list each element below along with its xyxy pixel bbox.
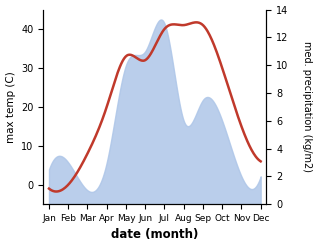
X-axis label: date (month): date (month) xyxy=(111,228,198,242)
Y-axis label: max temp (C): max temp (C) xyxy=(5,71,16,143)
Y-axis label: med. precipitation (kg/m2): med. precipitation (kg/m2) xyxy=(302,41,313,172)
